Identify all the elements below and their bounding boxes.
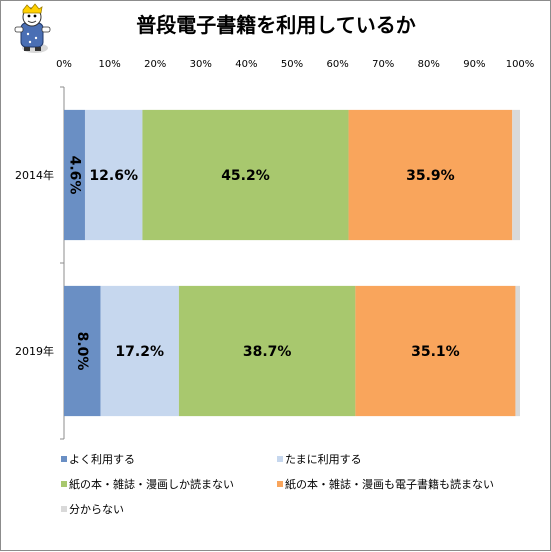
legend-label: たまに利用する xyxy=(285,453,362,466)
bar-segment xyxy=(348,109,513,241)
legend-swatch xyxy=(61,481,67,487)
x-tick-label: 0% xyxy=(56,59,72,70)
x-tick-label: 100% xyxy=(506,59,535,70)
data-label: 38.7% xyxy=(243,344,292,360)
bar-segment xyxy=(512,109,520,241)
legend-label: よく利用する xyxy=(69,453,135,466)
bar-segment xyxy=(64,109,85,241)
category-label: 2014年 xyxy=(15,168,54,182)
bar-segment xyxy=(515,285,520,417)
mascot-illustration-icon xyxy=(14,3,51,53)
legend-label: 分からない xyxy=(69,503,124,516)
legend-swatch xyxy=(61,506,67,512)
x-tick-label: 70% xyxy=(372,59,394,70)
x-axis-ticks: 0% 10% 20% 30% 40% 50% 60% 70% 80% 90% 100% xyxy=(56,59,534,70)
bar-segment xyxy=(84,109,143,241)
x-tick-label: 10% xyxy=(98,59,120,70)
x-tick-label: 40% xyxy=(235,59,257,70)
legend-label: 紙の本・雑誌・漫画も電子書籍も読まない xyxy=(285,477,494,491)
data-label: 4.6% xyxy=(66,156,82,195)
x-tick-label: 60% xyxy=(326,59,348,70)
x-tick-label: 90% xyxy=(463,59,485,70)
legend-swatch xyxy=(277,481,283,487)
data-label: 35.1% xyxy=(411,344,460,360)
legend-swatch xyxy=(277,456,283,462)
x-tick-label: 20% xyxy=(144,59,166,70)
bar-segment xyxy=(355,285,516,417)
x-tick-label: 80% xyxy=(418,59,440,70)
category-axis: 2014年 2019年 xyxy=(15,86,64,440)
data-label: 35.9% xyxy=(406,168,455,184)
x-tick-label: 50% xyxy=(281,59,303,70)
bar-segment xyxy=(64,285,101,417)
bar-segment xyxy=(142,109,349,241)
plot-area: 4.6% 12.6% 45.2% 35.9% 8.0% 17.2% 38.7% 35.1% xyxy=(63,87,520,439)
legend-label: 紙の本・雑誌・漫画しか読まない xyxy=(69,477,234,491)
bar-segment xyxy=(178,285,356,417)
data-label: 17.2% xyxy=(115,344,164,360)
category-label: 2019年 xyxy=(15,344,54,358)
data-label: 45.2% xyxy=(221,168,270,184)
x-tick-label: 30% xyxy=(190,59,212,70)
data-label: 8.0% xyxy=(74,332,90,371)
legend-swatch xyxy=(61,456,67,462)
data-label: 12.6% xyxy=(89,168,138,184)
chart-title: 普段電子書籍を利用しているか xyxy=(136,13,415,37)
bar-segment xyxy=(100,285,179,417)
